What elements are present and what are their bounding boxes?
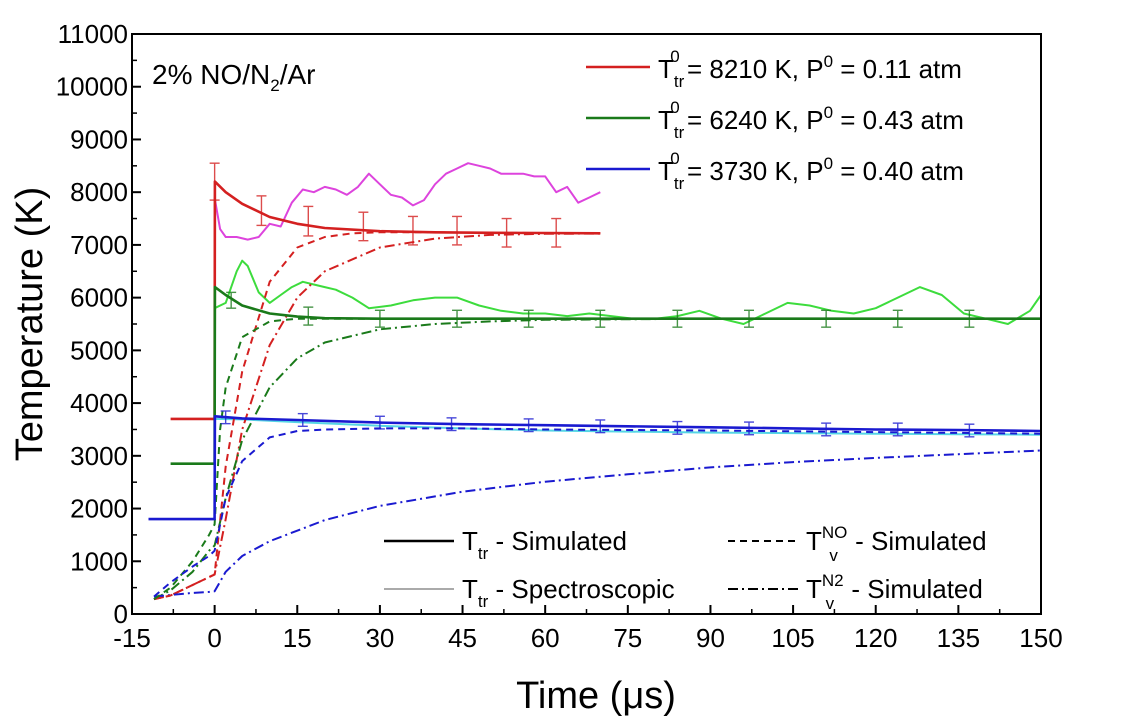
- error-bar: [452, 309, 463, 328]
- y-tick-label: 2000: [70, 494, 128, 524]
- x-tick-label: 15: [283, 623, 312, 653]
- error-bar: [226, 291, 237, 309]
- x-tick-label: 45: [448, 623, 477, 653]
- line-style-legend: Ttr - Simulated Ttr - Spectroscopic TNO v -…: [384, 523, 987, 613]
- error-bar: [551, 217, 562, 248]
- x-tick-label: 105: [771, 623, 814, 653]
- error-bar: [303, 205, 314, 237]
- axis-layer: -15 0 15 30 45 60 75 90 105 120 135 150010002000300…: [56, 19, 1063, 653]
- y-axis-title: Temperature (K): [9, 187, 51, 462]
- error-bar: [256, 195, 267, 227]
- x-tick-label: 75: [613, 623, 642, 653]
- error-bar: [374, 309, 385, 328]
- y-tick-label: 4000: [70, 388, 128, 418]
- y-tick-label: 9000: [70, 124, 128, 154]
- y-tick-label: 6000: [70, 283, 128, 313]
- error-bar: [821, 422, 832, 437]
- legend-label-2: Ttr0 = 3730 K, P0 = 0.40 atm: [658, 149, 964, 193]
- y-tick-label: 10000: [56, 72, 128, 102]
- series-line-tv-n2-2: [153, 449, 1042, 598]
- error-bar: [452, 215, 463, 246]
- error-bar: [964, 423, 975, 438]
- error-bar: [672, 309, 683, 328]
- y-tick-label: 11000: [58, 19, 128, 49]
- error-bar: [297, 412, 308, 427]
- y-tick-label: 8000: [70, 177, 128, 207]
- series-line-ttr-sim-2: [148, 414, 1042, 521]
- x-tick-label: 60: [531, 623, 560, 653]
- error-bar: [892, 309, 903, 328]
- style-legend-label-2: TNO v - Simulated: [806, 523, 987, 565]
- x-tick-label: 90: [696, 623, 725, 653]
- error-bar: [523, 418, 534, 433]
- error-bar: [964, 309, 975, 328]
- x-tick-label: 0: [207, 623, 221, 653]
- chart-annotation: 2% NO/N2/Ar: [152, 59, 316, 95]
- series-line-tv-no-2: [153, 427, 1042, 598]
- series-line-ttr-spec-2: [214, 417, 1042, 436]
- error-bar: [672, 420, 683, 435]
- series-line-tv-n2-1: [153, 317, 1041, 601]
- error-bar: [446, 417, 457, 432]
- error-bar: [821, 309, 832, 328]
- error-bar: [407, 215, 418, 246]
- series-layer: [148, 162, 1042, 601]
- series-line-tv-n2-0: [153, 232, 601, 601]
- x-axis-title: Time (μs): [516, 675, 676, 717]
- legend-label-1: Ttr0 = 6240 K, P0 = 0.43 atm: [658, 98, 964, 142]
- x-tick-label: -15: [113, 623, 151, 653]
- error-bar: [220, 410, 231, 425]
- y-tick-label: 7000: [70, 230, 128, 260]
- error-bar: [595, 309, 606, 328]
- y-tick-label: 3000: [70, 441, 128, 471]
- condition-legend: Ttr0 = 8210 K, P0 = 0.11 atm Ttr0 = 6240 …: [586, 47, 964, 193]
- x-tick-label: 120: [854, 623, 897, 653]
- y-tick-label: 5000: [70, 335, 128, 365]
- error-bar: [501, 217, 512, 248]
- series-line-ttr-spec-1: [214, 259, 1042, 325]
- error-bar: [358, 211, 369, 242]
- style-legend-label-0: Ttr - Simulated: [462, 526, 627, 563]
- error-bar: [595, 419, 606, 434]
- x-tick-label: 135: [937, 623, 980, 653]
- error-bar: [374, 415, 385, 430]
- error-bar: [209, 162, 220, 201]
- error-bar: [523, 309, 534, 328]
- series-line-ttr-sim-1: [170, 285, 1041, 466]
- series-line-tv-no-1: [153, 317, 1041, 601]
- error-bar: [892, 422, 903, 437]
- series-line-ttr-spec-0: [213, 162, 601, 241]
- legend-label-0: Ttr0 = 8210 K, P0 = 0.11 atm: [658, 47, 962, 91]
- x-tick-label: 150: [1019, 623, 1062, 653]
- error-bar: [303, 306, 314, 326]
- style-legend-label-1: Ttr - Spectroscopic: [462, 574, 675, 611]
- y-tick-label: 0: [114, 599, 128, 629]
- error-bar: [744, 421, 755, 436]
- x-tick-label: 30: [365, 623, 394, 653]
- error-bar: [744, 309, 755, 328]
- y-tick-label: 1000: [70, 546, 128, 576]
- style-legend-label-3: TN2 v - Simulated: [806, 571, 983, 613]
